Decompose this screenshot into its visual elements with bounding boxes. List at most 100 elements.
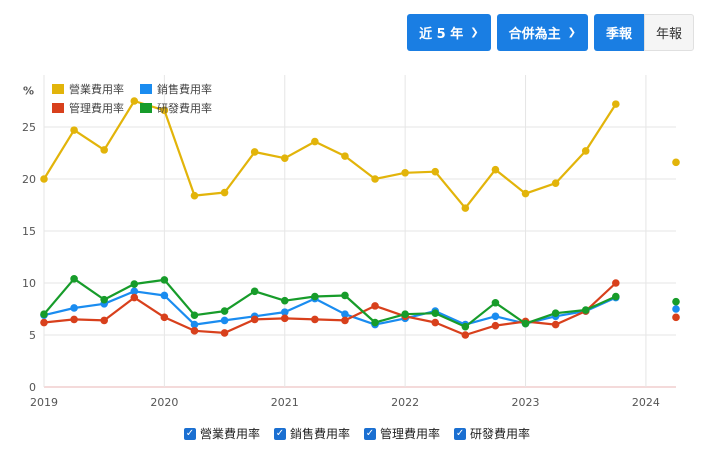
y-axis-label: % bbox=[23, 85, 34, 98]
y-tick-label: 15 bbox=[22, 225, 36, 238]
data-point bbox=[491, 298, 500, 307]
data-point bbox=[40, 310, 48, 318]
x-tick-label: 2020 bbox=[150, 396, 178, 409]
data-point bbox=[130, 280, 139, 288]
data-point bbox=[431, 167, 440, 176]
y-tick-label: 25 bbox=[22, 121, 36, 134]
scope-label: 合併為主 bbox=[508, 27, 561, 42]
series-line bbox=[43, 99, 617, 210]
data-point bbox=[612, 279, 620, 287]
legend-label: 研發費用率 bbox=[157, 101, 212, 115]
quarterly-button[interactable]: 季報 bbox=[594, 14, 644, 51]
range-label: 近 5 年 bbox=[419, 27, 464, 42]
data-point bbox=[401, 168, 409, 177]
data-point bbox=[280, 314, 289, 323]
data-point bbox=[220, 316, 229, 325]
y-tick-label: 20 bbox=[22, 173, 36, 186]
data-point bbox=[220, 307, 229, 315]
data-point bbox=[190, 320, 199, 329]
annual-button[interactable]: 年報 bbox=[644, 14, 694, 51]
x-tick-label: 2019 bbox=[30, 396, 58, 409]
legend-toggle-sales[interactable]: ✓ 銷售費用率 bbox=[273, 425, 350, 442]
data-point bbox=[341, 316, 349, 325]
data-point bbox=[130, 287, 139, 296]
data-point bbox=[280, 296, 289, 305]
legend-swatch bbox=[140, 84, 152, 94]
data-point bbox=[190, 327, 199, 335]
x-tick-label: 2023 bbox=[512, 396, 540, 409]
data-point bbox=[160, 313, 169, 322]
period-toggle: 季報 年報 bbox=[594, 14, 694, 51]
data-point bbox=[672, 158, 680, 167]
scope-dropdown[interactable]: 合併為主 ❯ bbox=[496, 14, 588, 51]
legend-toggle-label: 營業費用率 bbox=[199, 427, 260, 441]
legend-toggle-operating[interactable]: ✓ 營業費用率 bbox=[183, 425, 260, 442]
series-line bbox=[43, 277, 617, 328]
expense-ratio-chart: 0 5 10 15 20 25% 2019 2020 2021 2022 2023 2024 營業費用率… bbox=[22, 75, 680, 409]
data-point bbox=[100, 295, 108, 304]
legend-toggle-rnd[interactable]: ✓ 研發費用率 bbox=[454, 425, 530, 442]
data-point bbox=[160, 291, 169, 300]
data-point bbox=[70, 126, 78, 134]
data-point bbox=[371, 318, 379, 327]
y-tick-label: 5 bbox=[29, 329, 36, 342]
data-point bbox=[341, 152, 349, 160]
data-point bbox=[521, 189, 530, 198]
chevron-down-icon: ❯ bbox=[470, 27, 479, 38]
data-point bbox=[612, 292, 620, 301]
x-tick-label: 2021 bbox=[271, 396, 299, 409]
data-point bbox=[311, 292, 319, 301]
checkbox-checked-icon: ✓ bbox=[273, 427, 286, 440]
data-point bbox=[491, 312, 500, 321]
legend-label: 銷售費用率 bbox=[157, 82, 212, 96]
checkbox-checked-icon: ✓ bbox=[364, 427, 376, 440]
data-point bbox=[672, 297, 680, 306]
data-point bbox=[40, 175, 48, 183]
series-line bbox=[43, 282, 617, 337]
data-point bbox=[431, 309, 440, 317]
data-point bbox=[100, 316, 108, 325]
data-point bbox=[371, 302, 379, 310]
checkbox-checked-icon: ✓ bbox=[454, 427, 467, 440]
data-point bbox=[612, 100, 620, 108]
data-point bbox=[130, 97, 139, 105]
data-point bbox=[431, 318, 440, 327]
x-tick-label: 2022 bbox=[391, 396, 419, 409]
data-point bbox=[672, 313, 680, 322]
data-point bbox=[491, 321, 500, 330]
data-point bbox=[40, 318, 48, 327]
data-point bbox=[70, 315, 78, 324]
data-point bbox=[250, 315, 259, 324]
toolbar: 近 5 年 ❯ 合併為主 ❯ 季報 年報 bbox=[407, 14, 694, 51]
data-point bbox=[461, 322, 470, 331]
y-tick-label: 10 bbox=[22, 277, 36, 290]
data-point bbox=[551, 309, 560, 317]
data-point bbox=[461, 204, 470, 212]
data-point bbox=[70, 304, 78, 312]
range-dropdown[interactable]: 近 5 年 ❯ bbox=[407, 14, 491, 51]
data-point bbox=[581, 306, 590, 314]
data-point bbox=[280, 308, 289, 316]
legend-toggle-label: 研發費用率 bbox=[470, 427, 531, 441]
data-point bbox=[220, 188, 229, 197]
data-point bbox=[491, 165, 500, 174]
checkbox-checked-icon: ✓ bbox=[183, 427, 196, 440]
legend-swatch bbox=[52, 84, 64, 94]
data-point bbox=[311, 137, 319, 146]
data-point bbox=[190, 311, 199, 320]
data-point bbox=[551, 179, 560, 187]
data-point bbox=[130, 293, 139, 302]
data-point bbox=[521, 319, 530, 328]
data-point bbox=[160, 106, 169, 115]
data-point bbox=[250, 287, 259, 296]
legend-swatch bbox=[140, 103, 152, 113]
data-point bbox=[100, 146, 108, 154]
data-point bbox=[461, 331, 470, 339]
bottom-legend: ✓ 營業費用率 ✓ 銷售費用率 ✓ 管理費用率 ✓ 研發費用率 bbox=[0, 425, 714, 442]
chevron-down-icon: ❯ bbox=[567, 27, 576, 38]
data-point bbox=[220, 329, 229, 337]
data-point bbox=[672, 305, 680, 313]
legend-toggle-admin[interactable]: ✓ 管理費用率 bbox=[364, 425, 440, 442]
data-point bbox=[581, 147, 590, 155]
data-point bbox=[280, 154, 289, 162]
